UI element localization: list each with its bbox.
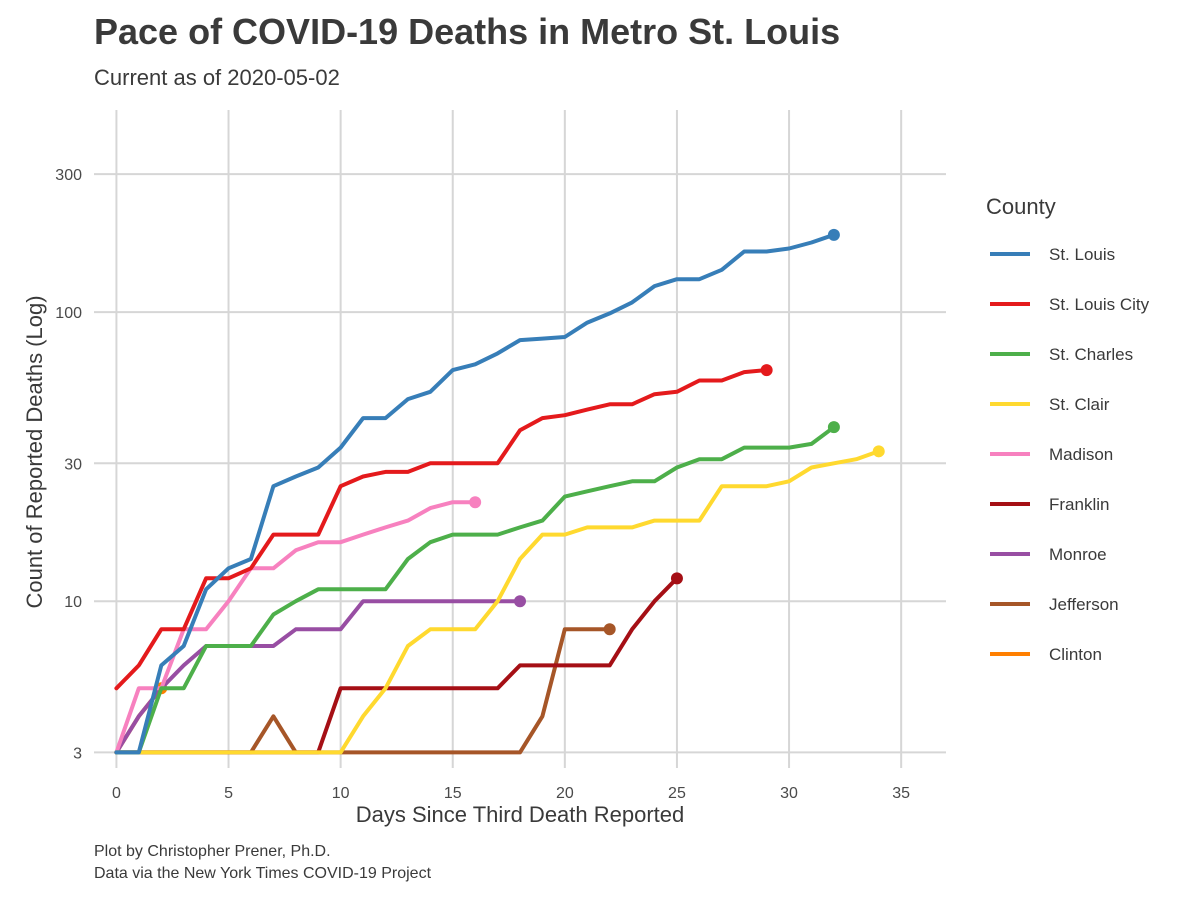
y-axis-label: Count of Reported Deaths (Log) <box>22 295 47 608</box>
legend-label-madison: Madison <box>1049 445 1113 464</box>
series-line-st-louis-city <box>114 368 769 691</box>
series-endpoint-monroe <box>514 595 526 608</box>
series-line-monroe <box>114 599 522 755</box>
caption-source: Data via the New York Times COVID-19 Pro… <box>94 865 432 882</box>
legend-label-st-clair: St. Clair <box>1049 395 1110 414</box>
legend-label-st-charles: St. Charles <box>1049 345 1133 364</box>
x-axis-label: Days Since Third Death Reported <box>356 802 685 827</box>
x-tick-label: 35 <box>892 785 910 802</box>
series-line-st-louis <box>114 232 836 755</box>
x-tick-label: 5 <box>224 785 233 802</box>
chart-subtitle: Current as of 2020-05-02 <box>94 65 340 90</box>
x-tick-label: 0 <box>112 785 121 802</box>
series-endpoint-madison <box>469 496 482 509</box>
legend-label-jefferson: Jefferson <box>1049 595 1119 614</box>
series-endpoint-st-louis-city <box>760 364 773 377</box>
y-tick-label: 3 <box>73 745 82 762</box>
series-endpoint-st-clair <box>872 445 885 458</box>
x-tick-label: 15 <box>444 785 462 802</box>
series-endpoint-jefferson <box>603 623 616 636</box>
legend-label-franklin: Franklin <box>1049 495 1109 514</box>
chart-title: Pace of COVID-19 Deaths in Metro St. Lou… <box>94 11 840 52</box>
grid-layer <box>94 110 946 768</box>
y-tick-label: 30 <box>64 456 82 473</box>
series-layer <box>114 228 885 755</box>
x-tick-label: 30 <box>780 785 798 802</box>
caption-author: Plot by Christopher Prener, Ph.D. <box>94 843 331 860</box>
series-endpoint-st-louis <box>827 228 840 241</box>
series-line-st-clair <box>114 449 881 755</box>
legend-label-monroe: Monroe <box>1049 545 1107 564</box>
series-line-st-charles <box>114 425 836 755</box>
x-tick-label: 20 <box>556 785 574 802</box>
y-tick-label: 10 <box>64 594 82 611</box>
legend-title: County <box>986 194 1056 219</box>
x-tick-label: 10 <box>332 785 350 802</box>
x-tick-label: 25 <box>668 785 686 802</box>
tick-layer: 0 5 10 15 20 25 30 35 3 10 30 100 300 <box>55 167 910 802</box>
y-tick-label: 300 <box>55 167 82 184</box>
series-endpoint-franklin <box>670 572 683 585</box>
series-line-madison <box>114 500 478 755</box>
legend-label-st-louis-city: St. Louis City <box>1049 295 1150 314</box>
series-endpoint-st-charles <box>827 421 840 434</box>
legend-label-st-louis: St. Louis <box>1049 245 1115 264</box>
legend-label-clinton: Clinton <box>1049 645 1102 664</box>
series-line-jefferson <box>114 627 612 755</box>
y-tick-label: 100 <box>55 305 82 322</box>
legend: County St. Louis St. Louis City St. Charle… <box>986 194 1150 664</box>
